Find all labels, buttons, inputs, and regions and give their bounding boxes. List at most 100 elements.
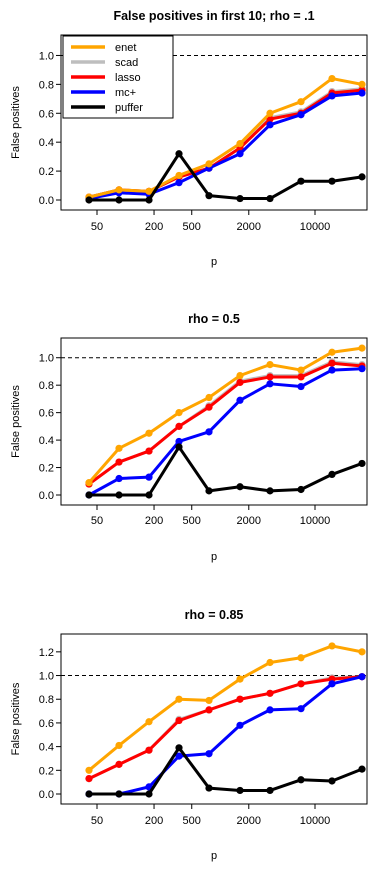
data-point bbox=[297, 366, 305, 374]
data-point bbox=[328, 348, 336, 356]
series-line bbox=[89, 675, 363, 796]
data-point bbox=[297, 382, 305, 391]
data-point bbox=[266, 109, 274, 117]
y-tick-label: 0.6 bbox=[39, 408, 54, 420]
data-point bbox=[358, 648, 366, 656]
data-point bbox=[205, 393, 213, 402]
data-point bbox=[297, 705, 305, 713]
data-point bbox=[328, 777, 336, 785]
data-point bbox=[145, 447, 153, 455]
y-tick-label: 0.8 bbox=[39, 380, 54, 392]
data-point bbox=[205, 487, 213, 495]
data-point bbox=[328, 92, 336, 100]
data-point bbox=[115, 491, 123, 499]
series-line bbox=[88, 361, 363, 486]
series-line bbox=[89, 445, 363, 497]
data-point bbox=[205, 784, 213, 792]
y-tick-label: 0.4 bbox=[39, 435, 54, 447]
data-point bbox=[205, 706, 213, 714]
data-point bbox=[236, 695, 244, 703]
data-point bbox=[266, 373, 274, 381]
data-point bbox=[236, 194, 244, 203]
series-line bbox=[88, 675, 363, 780]
data-point bbox=[236, 396, 244, 404]
data-point bbox=[297, 776, 305, 784]
series-scad bbox=[85, 358, 366, 488]
data-point bbox=[266, 658, 274, 667]
x-tick-label: 50 bbox=[91, 815, 103, 827]
data-point bbox=[266, 689, 274, 697]
series-mcplus bbox=[85, 673, 366, 798]
panel-2: rho = 0.5 0.0 0.2 0.4 0.6 0.8 1.0 False positiv… bbox=[10, 312, 368, 563]
data-point bbox=[175, 171, 183, 180]
data-point bbox=[358, 80, 366, 88]
x-axis-label: p bbox=[211, 256, 217, 268]
y-tick-label: 1.0 bbox=[39, 671, 54, 683]
data-point bbox=[145, 187, 153, 195]
plot-frame bbox=[60, 34, 368, 211]
data-point bbox=[205, 750, 213, 758]
series-mcplus bbox=[85, 365, 366, 499]
y-tick-label: 0.4 bbox=[39, 137, 54, 149]
series-line bbox=[89, 152, 363, 202]
data-point bbox=[115, 186, 123, 194]
data-point bbox=[115, 196, 123, 204]
x-tick-label: 500 bbox=[183, 515, 201, 527]
data-point bbox=[115, 444, 123, 452]
data-point bbox=[266, 121, 274, 129]
data-point bbox=[145, 718, 153, 726]
chart-title: rho = 0.5 bbox=[188, 312, 240, 326]
data-point bbox=[236, 786, 244, 795]
x-tick-label: 500 bbox=[183, 815, 201, 827]
data-point bbox=[85, 479, 93, 487]
data-point bbox=[328, 177, 336, 185]
series-line bbox=[88, 77, 363, 199]
data-point bbox=[85, 790, 93, 798]
data-point bbox=[358, 765, 366, 773]
data-point bbox=[145, 491, 153, 499]
data-point bbox=[205, 696, 213, 705]
data-point bbox=[175, 744, 183, 752]
data-point bbox=[297, 680, 305, 688]
legend: enet scad lasso mc+ puffer bbox=[62, 35, 174, 119]
legend-label: scad bbox=[115, 57, 138, 69]
series-puffer bbox=[85, 443, 366, 499]
x-tick-label: 200 bbox=[145, 221, 163, 233]
data-point bbox=[358, 459, 366, 468]
data-point bbox=[85, 196, 93, 204]
data-point bbox=[175, 443, 183, 451]
legend-label: enet bbox=[115, 42, 136, 54]
x-tick-label: 50 bbox=[91, 515, 103, 527]
y-tick-label: 0.2 bbox=[39, 166, 54, 178]
data-point bbox=[266, 786, 274, 795]
data-point bbox=[236, 483, 244, 491]
data-point bbox=[85, 775, 93, 783]
x-tick-label: 10000 bbox=[300, 815, 331, 827]
chart-title: False positives in first 10; rho = .1 bbox=[113, 9, 314, 23]
data-point bbox=[145, 790, 153, 798]
data-point bbox=[297, 485, 305, 494]
series-lasso bbox=[85, 673, 366, 783]
plot-frame bbox=[60, 633, 368, 805]
series-line bbox=[88, 644, 363, 772]
series-line bbox=[87, 346, 363, 484]
data-point bbox=[115, 741, 123, 750]
data-point bbox=[175, 716, 183, 725]
data-point bbox=[236, 378, 244, 387]
data-point bbox=[358, 673, 366, 681]
data-point bbox=[266, 487, 274, 495]
y-axis-label: False positives bbox=[10, 682, 22, 755]
data-point bbox=[358, 89, 366, 97]
series-line bbox=[88, 360, 363, 486]
data-point bbox=[115, 474, 123, 483]
data-point bbox=[115, 790, 123, 798]
y-tick-label: 0.0 bbox=[39, 195, 54, 207]
y-axis-label: False positives bbox=[10, 385, 22, 458]
legend-label: lasso bbox=[115, 72, 141, 84]
data-point bbox=[328, 359, 336, 367]
series-line bbox=[88, 91, 363, 201]
series-puffer bbox=[85, 150, 366, 204]
data-point bbox=[205, 428, 213, 436]
y-tick-label: 0.6 bbox=[39, 108, 54, 120]
series-enet bbox=[85, 344, 366, 487]
